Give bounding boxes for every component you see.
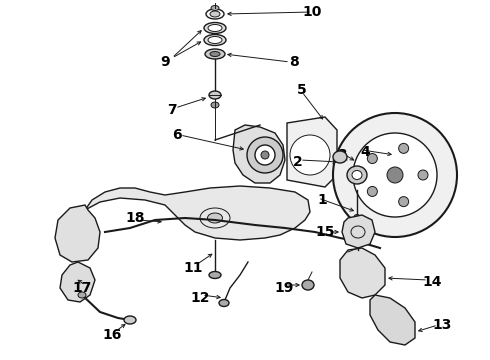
- Circle shape: [353, 133, 437, 217]
- Polygon shape: [340, 248, 385, 298]
- Text: 12: 12: [190, 291, 210, 305]
- Ellipse shape: [211, 102, 219, 108]
- Circle shape: [418, 170, 428, 180]
- Ellipse shape: [302, 280, 314, 290]
- Text: 18: 18: [125, 211, 145, 225]
- Ellipse shape: [208, 36, 222, 44]
- Ellipse shape: [207, 213, 222, 223]
- Text: 7: 7: [167, 103, 177, 117]
- Text: 8: 8: [289, 55, 299, 69]
- Polygon shape: [287, 117, 337, 187]
- Ellipse shape: [204, 22, 226, 33]
- Text: 3: 3: [337, 148, 347, 162]
- Text: 19: 19: [274, 281, 294, 295]
- Ellipse shape: [352, 171, 362, 180]
- Text: 17: 17: [73, 281, 92, 295]
- Ellipse shape: [210, 11, 220, 17]
- Text: 9: 9: [160, 55, 170, 69]
- Circle shape: [368, 186, 377, 197]
- Circle shape: [290, 135, 330, 175]
- Ellipse shape: [78, 292, 86, 298]
- Polygon shape: [370, 295, 415, 345]
- Text: 6: 6: [172, 128, 182, 142]
- Ellipse shape: [354, 215, 360, 220]
- Ellipse shape: [209, 91, 221, 99]
- Ellipse shape: [204, 35, 226, 45]
- Ellipse shape: [210, 51, 220, 57]
- Text: 14: 14: [422, 275, 442, 289]
- Ellipse shape: [219, 300, 229, 306]
- Text: 16: 16: [102, 328, 122, 342]
- Circle shape: [247, 137, 283, 173]
- Ellipse shape: [124, 316, 136, 324]
- Text: 15: 15: [315, 225, 335, 239]
- Polygon shape: [60, 262, 95, 302]
- Polygon shape: [55, 205, 100, 262]
- Ellipse shape: [208, 24, 222, 31]
- Circle shape: [399, 143, 409, 153]
- Polygon shape: [85, 186, 310, 240]
- Ellipse shape: [205, 49, 225, 59]
- Ellipse shape: [333, 151, 347, 163]
- Polygon shape: [233, 125, 285, 183]
- Circle shape: [387, 167, 403, 183]
- Text: 1: 1: [317, 193, 327, 207]
- Text: 13: 13: [432, 318, 452, 332]
- Ellipse shape: [211, 5, 219, 10]
- Polygon shape: [342, 215, 375, 248]
- Text: 10: 10: [302, 5, 322, 19]
- Text: 11: 11: [183, 261, 203, 275]
- Circle shape: [261, 151, 269, 159]
- Circle shape: [399, 197, 409, 207]
- Ellipse shape: [347, 166, 367, 184]
- Circle shape: [333, 113, 457, 237]
- Text: 4: 4: [360, 145, 370, 159]
- Ellipse shape: [209, 271, 221, 279]
- Circle shape: [368, 154, 377, 163]
- Text: 5: 5: [297, 83, 307, 97]
- Circle shape: [255, 145, 275, 165]
- Text: 2: 2: [293, 155, 303, 169]
